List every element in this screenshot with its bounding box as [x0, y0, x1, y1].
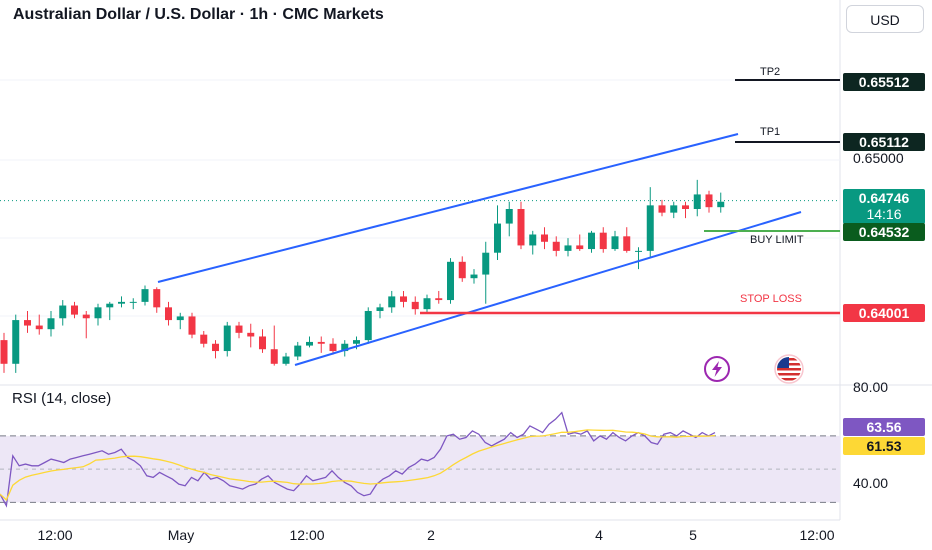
candle-body [505, 209, 513, 224]
candle-body [82, 314, 90, 319]
candle-body [576, 245, 584, 250]
candle-body [223, 325, 231, 352]
candle-body [12, 320, 20, 364]
candle-body [635, 250, 642, 252]
candle-body [482, 252, 490, 275]
rsi-value-box: 63.56 [843, 418, 925, 436]
candle-body [411, 301, 419, 310]
candle-body [611, 236, 619, 250]
candle-body [541, 234, 548, 242]
candle-body [341, 343, 349, 352]
candle-body [693, 194, 701, 209]
candle-body [588, 232, 595, 250]
candle-body [705, 194, 713, 208]
us-flag-icon[interactable] [773, 353, 805, 390]
candle-body [247, 332, 255, 337]
candle-body [47, 318, 55, 330]
candle-body [364, 310, 372, 341]
channel-lower-line [294, 211, 802, 366]
rsi-ma-line [0, 429, 716, 501]
candle-body [212, 343, 219, 352]
candle-body [153, 289, 161, 308]
candle-body [306, 341, 313, 346]
rsi-ma-value-box: 61.53 [843, 437, 925, 455]
candle-body [376, 307, 384, 311]
candle-body [458, 261, 466, 279]
candle-body [176, 316, 184, 321]
tp2-price-box: 0.65512 [843, 73, 925, 91]
candle-body [317, 341, 325, 344]
x-axis-label: 2 [427, 527, 435, 543]
rsi-axis-label-80: 80.00 [853, 379, 889, 395]
candle-body [329, 343, 337, 352]
candle-body [552, 241, 560, 251]
candle-body [388, 296, 396, 308]
price-axis-label: 0.65000 [853, 150, 904, 166]
tp2-label: TP2 [760, 66, 781, 78]
candle-body [200, 334, 208, 344]
x-axis-label: 12:00 [289, 527, 325, 543]
candle-body [353, 340, 360, 344]
x-axis-label: 12:00 [799, 527, 835, 543]
candle-body [494, 223, 501, 253]
last-price-value: 0.64746 [858, 190, 910, 206]
buy-limit-price-box: 0.64532 [843, 223, 925, 241]
candle-body [165, 307, 172, 321]
candle-body [106, 303, 114, 308]
rsi-panel [0, 411, 840, 508]
x-axis-label: May [167, 527, 195, 543]
x-axis-label: 5 [689, 527, 697, 543]
candle-body [71, 305, 78, 315]
candle-body [294, 345, 302, 357]
candle-body [658, 205, 666, 213]
tp1-label: TP1 [760, 126, 781, 138]
x-axis-label: 4 [595, 527, 603, 543]
grid-lines [0, 0, 932, 521]
candle-body [0, 340, 8, 364]
countdown-timer: 14:16 [866, 206, 902, 222]
candle-body [470, 274, 478, 279]
candle-body [529, 234, 537, 246]
candle-body [235, 325, 243, 333]
rsi-title: RSI (14, close) [12, 390, 112, 407]
candle-body [717, 201, 725, 208]
buy-limit-label: BUY LIMIT [750, 234, 804, 246]
candle-body [259, 336, 266, 350]
last-price-box: 0.64746 14:16 [843, 189, 925, 224]
candle-body [188, 316, 196, 335]
x-axis-label: 12:00 [37, 527, 73, 543]
lightning-icon[interactable] [703, 355, 731, 388]
candle-body [35, 325, 43, 330]
candle-body [646, 205, 654, 251]
candle-body [94, 307, 102, 319]
stop-loss-label: STOP LOSS [740, 293, 802, 305]
candle-body [282, 356, 290, 364]
candle-body [599, 232, 607, 250]
candle-body [400, 296, 407, 302]
trade-drawings [157, 79, 840, 366]
candle-body [447, 261, 454, 301]
candle-body [59, 305, 67, 319]
candle-body [423, 298, 431, 310]
candle-body [682, 205, 689, 209]
candle-body [670, 205, 678, 213]
chart-title: Australian Dollar / U.S. Dollar · 1h · C… [13, 6, 384, 23]
rsi-axis-label-40: 40.00 [853, 475, 889, 491]
candle-body [118, 301, 125, 304]
candles [0, 179, 725, 373]
stop-loss-price-box: 0.64001 [843, 304, 925, 322]
rsi-line [0, 411, 716, 508]
currency-button[interactable]: USD [846, 5, 924, 33]
candle-body [517, 209, 525, 246]
candle-body [623, 236, 631, 251]
candle-body [564, 245, 572, 251]
candle-body [270, 349, 278, 364]
candle-body [129, 301, 137, 303]
candle-body [435, 298, 443, 301]
channel-upper-line [157, 133, 739, 283]
candle-body [141, 289, 149, 302]
tp1-price-box: 0.65112 [843, 133, 925, 151]
candle-body [24, 320, 31, 326]
